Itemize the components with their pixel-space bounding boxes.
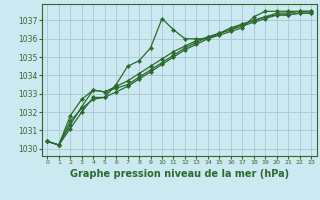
X-axis label: Graphe pression niveau de la mer (hPa): Graphe pression niveau de la mer (hPa) — [70, 169, 289, 179]
